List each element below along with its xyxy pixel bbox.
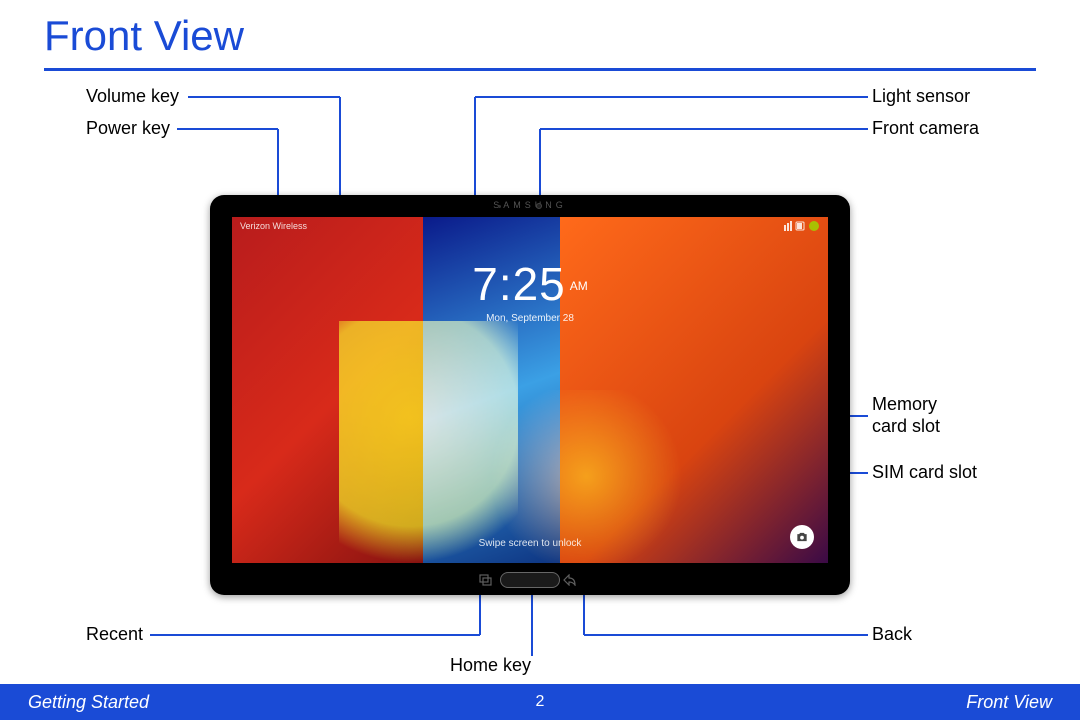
label-sim-card-slot: SIM card slot bbox=[872, 462, 977, 483]
status-bar: Verizon Wireless bbox=[240, 221, 820, 233]
label-volume-key: Volume key bbox=[86, 86, 179, 107]
unlock-hint: Swipe screen to unlock bbox=[232, 538, 828, 549]
light-sensor-dot bbox=[498, 205, 501, 208]
lockscreen-clock: 7:25 AM Mon, September 28 bbox=[232, 257, 828, 324]
page-title: Front View bbox=[44, 12, 244, 60]
label-home-key: Home key bbox=[450, 655, 531, 676]
home-button bbox=[500, 572, 560, 588]
label-front-camera: Front camera bbox=[872, 118, 979, 139]
device-brand: SAMSUNG bbox=[210, 200, 850, 210]
recent-softkey-icon bbox=[479, 573, 493, 585]
footer-section: Getting Started bbox=[28, 692, 149, 713]
footer-topic: Front View bbox=[966, 692, 1052, 713]
clock-time: 7:25 bbox=[472, 258, 566, 310]
label-memory-card-slot-l2: card slot bbox=[872, 416, 940, 437]
device-screen: Verizon Wireless 7:25 AM Mon, September 2… bbox=[232, 217, 828, 563]
footer-page-number: 2 bbox=[536, 693, 545, 711]
status-icons bbox=[784, 221, 820, 233]
tablet-device: SAMSUNG Verizon Wireless 7:25 AM Mon, Sep… bbox=[210, 195, 850, 595]
camera-shortcut-icon bbox=[790, 525, 814, 549]
clock-date: Mon, September 28 bbox=[232, 313, 828, 324]
label-back: Back bbox=[872, 624, 912, 645]
clock-ampm: AM bbox=[570, 279, 588, 293]
title-rule bbox=[44, 68, 1036, 71]
page-footer: Getting Started 2 Front View bbox=[0, 684, 1080, 720]
label-recent: Recent bbox=[86, 624, 143, 645]
label-power-key: Power key bbox=[86, 118, 170, 139]
carrier-label: Verizon Wireless bbox=[240, 221, 307, 233]
label-memory-card-slot-l1: Memory bbox=[872, 394, 937, 415]
back-softkey-icon bbox=[562, 573, 576, 585]
label-light-sensor: Light sensor bbox=[872, 86, 970, 107]
